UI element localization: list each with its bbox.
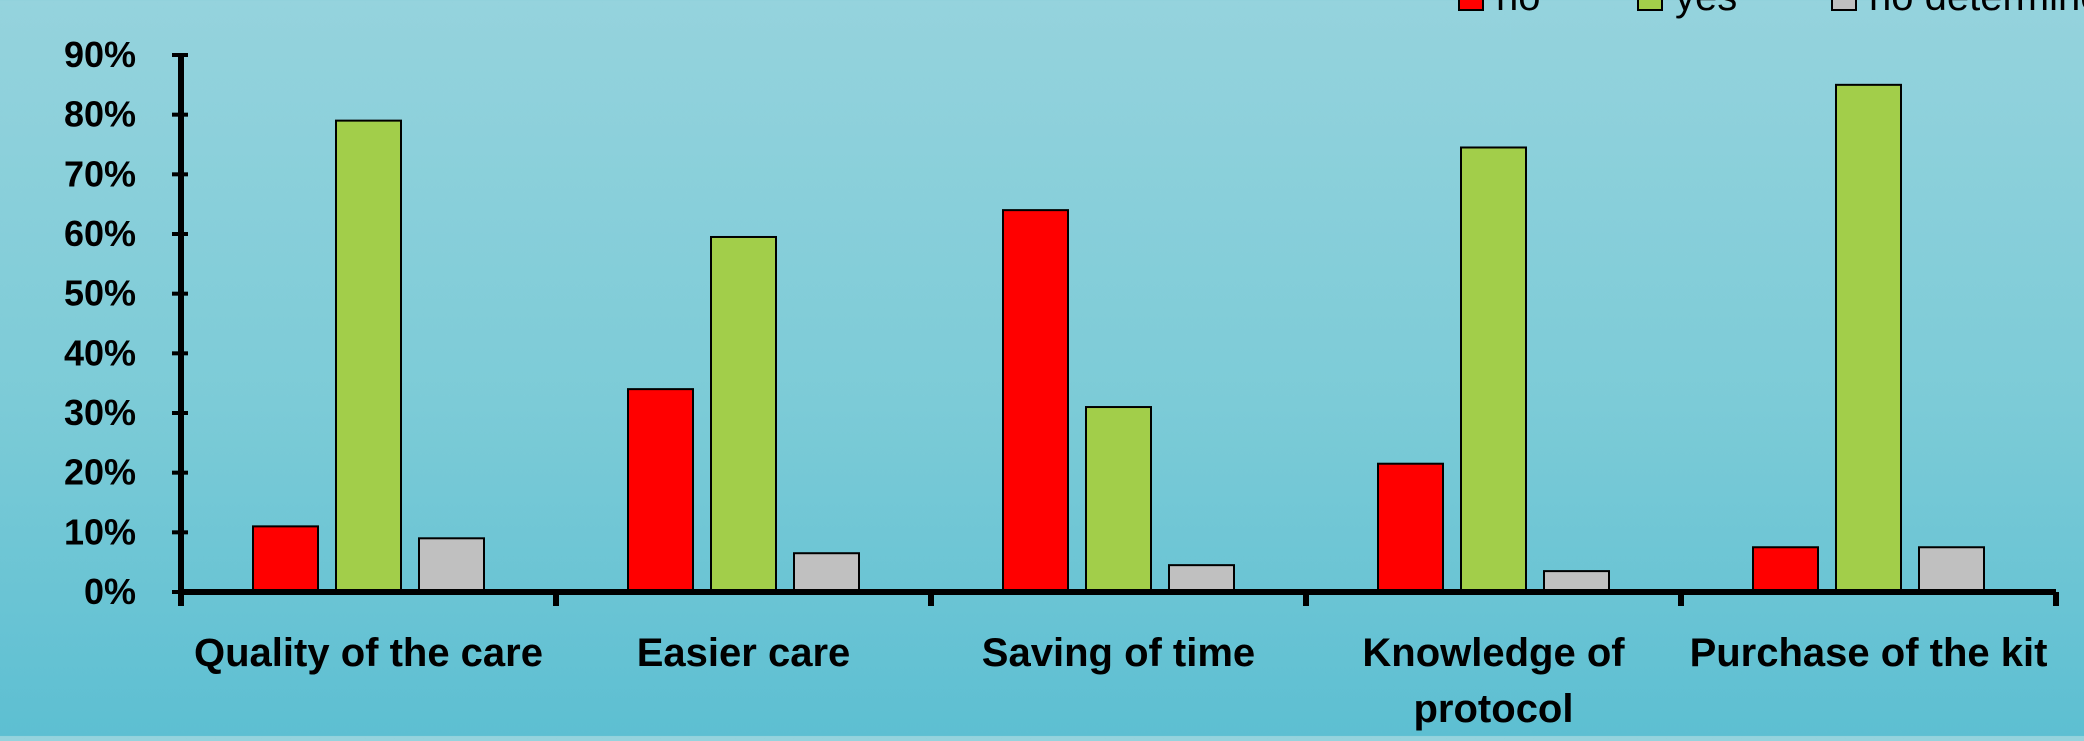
legend-label: yes <box>1675 0 1737 19</box>
bar-no-2 <box>1002 209 1069 593</box>
bar-no-0 <box>252 525 319 593</box>
y-tick-label: 80% <box>64 94 136 135</box>
bar-no-determine-2 <box>1168 564 1235 594</box>
y-tick-label: 40% <box>64 332 136 373</box>
bar-yes-0 <box>335 119 402 593</box>
y-tick-label: 10% <box>64 511 136 552</box>
y-axis-ticks: 0% 10% 20% 30% 40% 50% 60% 70% 80% 90% <box>64 34 188 612</box>
x-tick-label: Saving of time <box>982 631 1255 675</box>
y-tick-label: 50% <box>64 273 136 314</box>
y-tick-label: 70% <box>64 153 136 194</box>
legend-label: no <box>1496 0 1541 19</box>
bar-no-1 <box>627 388 694 593</box>
legend: no yes no determine <box>1458 0 2084 19</box>
bar-yes-1 <box>710 235 777 593</box>
legend-swatch-no-determine <box>1831 0 1857 11</box>
axes <box>178 53 2059 606</box>
bars <box>252 83 1985 594</box>
x-tick-label: protocol <box>1414 687 1574 731</box>
bar-yes-4 <box>1835 83 1902 593</box>
bar-no-determine-1 <box>793 552 860 594</box>
y-tick-label: 0% <box>84 571 136 612</box>
y-tick-label: 20% <box>64 452 136 493</box>
legend-label: no determine <box>1869 0 2084 19</box>
y-tick-label: 60% <box>64 213 136 254</box>
bar-no-4 <box>1752 546 1819 593</box>
x-tick-label: Quality of the care <box>194 631 543 675</box>
bar-no-determine-3 <box>1543 570 1610 593</box>
legend-swatch-no <box>1458 0 1484 11</box>
y-tick-label: 90% <box>64 34 136 75</box>
x-tick-label: Knowledge of <box>1362 631 1625 675</box>
legend-swatch-yes <box>1637 0 1663 11</box>
bar-no-determine-4 <box>1918 546 1985 593</box>
bar-yes-2 <box>1085 406 1152 593</box>
y-tick-label: 30% <box>64 392 136 433</box>
x-axis-labels: Quality of the care Easier care Saving of … <box>194 631 2047 731</box>
x-tick-label: Purchase of the kit <box>1690 631 2048 675</box>
bar-yes-3 <box>1460 146 1527 593</box>
bar-no-3 <box>1377 462 1444 594</box>
bar-no-determine-0 <box>418 537 485 593</box>
x-tick-label: Easier care <box>637 631 851 675</box>
